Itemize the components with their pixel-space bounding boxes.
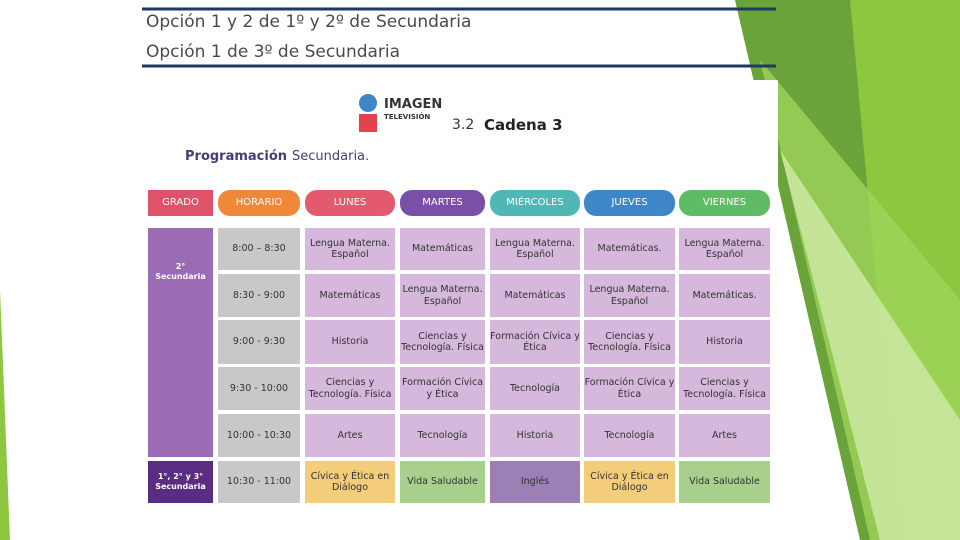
logo-brand: IMAGEN xyxy=(384,97,443,112)
subject-cell: Ciencias y Tecnología. Física xyxy=(584,320,675,364)
time-cell: 8:30 - 9:00 xyxy=(218,274,300,317)
heading-title: Programación xyxy=(185,149,288,164)
subject-cell: Ciencias y Tecnología. Física xyxy=(305,367,395,410)
time-cell: 8:00 – 8:30 xyxy=(218,228,300,270)
subject-cell: Tecnología xyxy=(490,367,580,410)
subject-cell: Inglés xyxy=(490,461,580,503)
subject-cell: Formación Cívica y Ética xyxy=(584,367,675,410)
column-header: MARTES xyxy=(400,190,485,216)
subject-cell: Tecnología xyxy=(584,414,675,457)
subject-cell: Lengua Materna. Español xyxy=(305,228,395,270)
time-cell: 10:00 - 10:30 xyxy=(218,414,300,457)
subject-cell: Matemáticas xyxy=(305,274,395,317)
time-cell: 9:00 - 9:30 xyxy=(218,320,300,364)
subject-cell: Matemáticas. xyxy=(584,228,675,270)
subject-cell: Formación Cívica y Ética xyxy=(490,320,580,364)
logo-sub: TELEVISIÓN xyxy=(384,113,431,121)
column-header: LUNES xyxy=(305,190,395,216)
subject-cell: Lengua Materna. Español xyxy=(679,228,770,270)
subject-cell: Cívica y Ética en Diálogo xyxy=(305,461,395,503)
subject-cell: Tecnología xyxy=(400,414,485,457)
column-header: VIERNES xyxy=(679,190,770,216)
subject-cell: Artes xyxy=(305,414,395,457)
subject-cell: Matemáticas. xyxy=(679,274,770,317)
grade-cell: 2° Secundaria xyxy=(148,228,213,457)
header-line: Opción 1 y 2 de 1º y 2º de Secundaria xyxy=(146,12,472,32)
subject-cell: Lengua Materna. Español xyxy=(400,274,485,317)
time-cell: 9:30 - 10:00 xyxy=(218,367,300,410)
subject-cell: Lengua Materna. Español xyxy=(490,228,580,270)
channel-name: Cadena 3 xyxy=(484,116,563,134)
subject-cell: Ciencias y Tecnología. Física xyxy=(679,367,770,410)
subject-cell: Ciencias y Tecnología. Física xyxy=(400,320,485,364)
column-header: JUEVES xyxy=(584,190,675,216)
subject-cell: Historia xyxy=(679,320,770,364)
time-cell: 10:30 - 11:00 xyxy=(218,461,300,503)
heading-subtitle: Secundaria. xyxy=(292,149,370,164)
subject-cell: Historia xyxy=(305,320,395,364)
column-header: GRADO xyxy=(148,190,213,216)
channel-number: 3.2 xyxy=(452,117,475,133)
subject-cell: Matemáticas xyxy=(400,228,485,270)
subject-cell: Vida Saludable xyxy=(400,461,485,503)
column-header: HORARIO xyxy=(218,190,300,216)
subject-cell: Lengua Materna. Español xyxy=(584,274,675,317)
subject-cell: Vida Saludable xyxy=(679,461,770,503)
subject-cell: Matemáticas xyxy=(490,274,580,317)
subject-cell: Formación Cívica y Ética xyxy=(400,367,485,410)
header-line: Opción 1 de 3º de Secundaria xyxy=(146,42,401,62)
column-header: MIÉRCOLES xyxy=(490,190,580,216)
subject-cell: Cívica y Ética en Diálogo xyxy=(584,461,675,503)
subject-cell: Historia xyxy=(490,414,580,457)
grade-cell: 1°, 2° y 3° Secundaria xyxy=(148,461,213,503)
subject-cell: Artes xyxy=(679,414,770,457)
